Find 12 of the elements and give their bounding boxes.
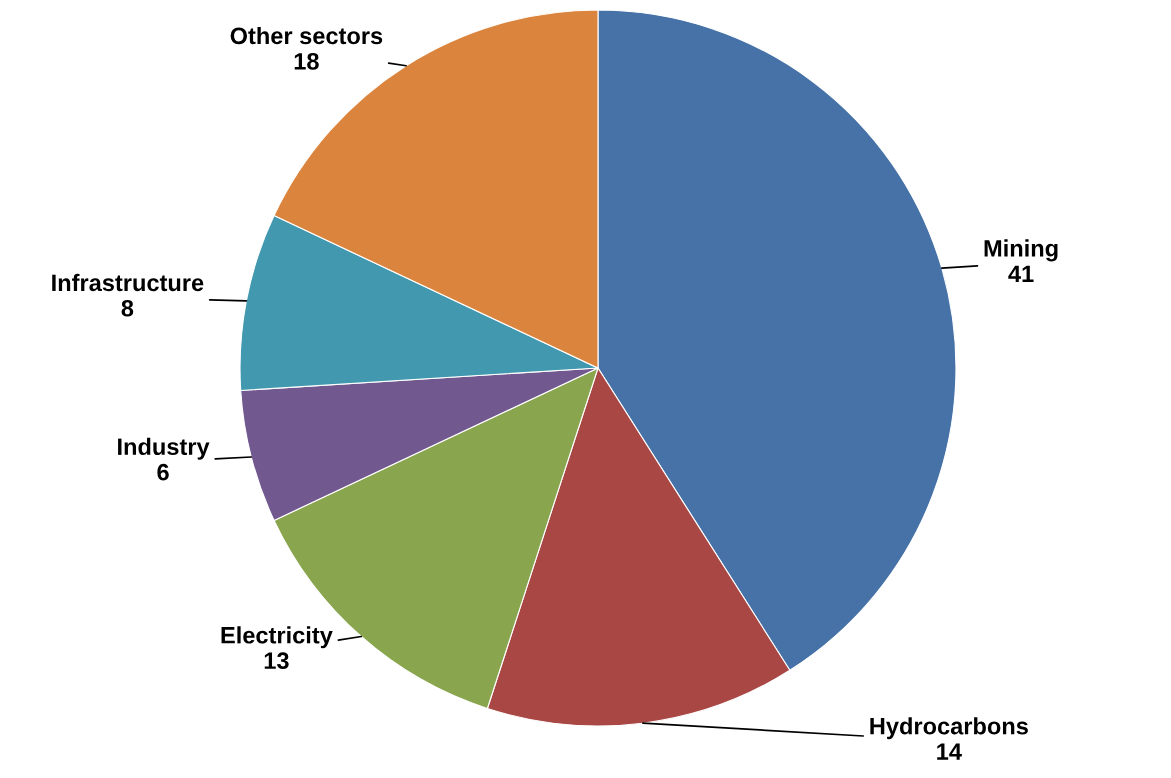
slice-label: Hydrocarbons	[870, 717, 1028, 740]
slice-label: Industry	[118, 437, 210, 460]
data-label: 13	[264, 652, 289, 670]
data-label: 8	[121, 299, 134, 317]
data-label: 6	[157, 463, 169, 481]
slice-label: Infrastructure	[52, 273, 204, 292]
slice-label: Other sectors	[230, 26, 383, 45]
data-label: 41	[1008, 265, 1034, 282]
slice-label: Electricity	[221, 626, 333, 649]
slice-label: Mining	[984, 239, 1058, 262]
data-label: 18	[294, 52, 319, 70]
data-label: 14	[937, 743, 962, 760]
